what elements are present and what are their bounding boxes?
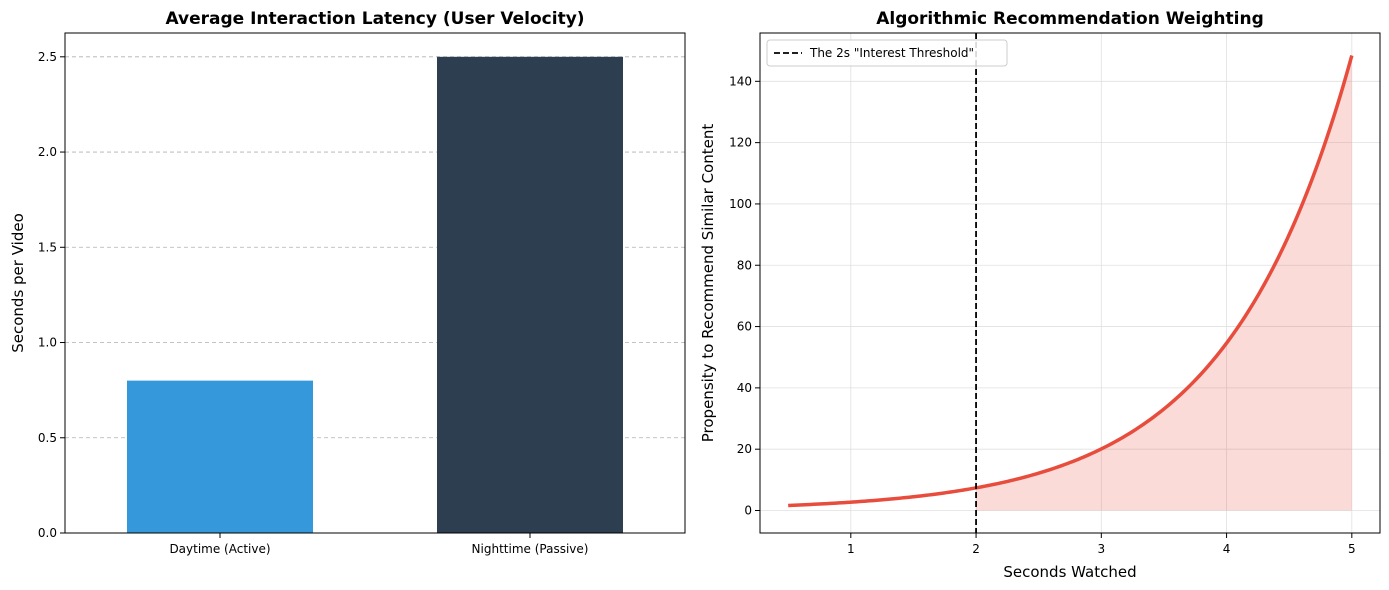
- legend: The 2s "Interest Threshold": [766, 39, 1008, 67]
- recommendation-line-chart: 0 20 40 60 80 100 120 140 1 2 3 4 5 The 2s "Interes…: [699, 9, 1381, 581]
- right-y-tick-label: 140: [729, 74, 752, 88]
- left-x-ticks: Daytime (Active) Nighttime (Passive): [169, 533, 588, 556]
- right-x-tick-label: 3: [1097, 542, 1105, 556]
- right-y-tick-label: 100: [729, 197, 752, 211]
- right-y-tick-label: 0: [744, 503, 752, 517]
- right-y-tick-label: 80: [737, 258, 752, 272]
- right-y-tick-label: 120: [729, 136, 752, 150]
- left-y-tick-label: 2.0: [38, 145, 57, 159]
- left-chart-title: Average Interaction Latency (User Veloci…: [165, 9, 584, 29]
- left-y-axis-label: Seconds per Video: [9, 213, 27, 353]
- right-x-tick-label: 4: [1223, 542, 1231, 556]
- latency-bar-chart: 0.0 0.5 1.0 1.5 2.0 2.5 Daytime (Active) Night…: [9, 9, 686, 556]
- right-gridlines: [760, 33, 1380, 533]
- bar-1: [437, 56, 623, 534]
- left-y-tick-label: 0.5: [38, 431, 57, 445]
- left-y-tick-label: 2.5: [38, 50, 57, 64]
- bar-0: [127, 380, 313, 533]
- left-plot-frame: [64, 32, 686, 534]
- right-plot-frame: [759, 32, 1381, 534]
- right-chart-title: Algorithmic Recommendation Weighting: [876, 9, 1264, 29]
- latency-bars: [127, 56, 623, 534]
- interest-fill-area: [976, 55, 1352, 511]
- propensity-curve: [788, 55, 1354, 508]
- right-x-tick-label: 5: [1348, 542, 1356, 556]
- left-y-tick-label: 1.0: [38, 336, 57, 350]
- left-y-tick-label: 1.5: [38, 240, 57, 254]
- right-y-axis-label: Propensity to Recommend Similar Content: [699, 124, 717, 443]
- left-y-tick-label: 0.0: [38, 526, 57, 540]
- right-x-ticks: 1 2 3 4 5: [847, 533, 1356, 556]
- right-y-tick-label: 20: [737, 442, 752, 456]
- right-y-ticks: 0 20 40 60 80 100 120 140: [729, 74, 760, 517]
- legend-box: [766, 39, 1008, 67]
- right-x-tick-label: 2: [972, 542, 980, 556]
- right-x-tick-label: 1: [847, 542, 855, 556]
- right-y-tick-label: 60: [737, 320, 752, 334]
- left-y-ticks: 0.0 0.5 1.0 1.5 2.0 2.5: [38, 50, 65, 540]
- right-y-tick-label: 40: [737, 381, 752, 395]
- left-x-tick-label: Nighttime (Passive): [472, 542, 589, 556]
- right-x-axis-label: Seconds Watched: [1003, 563, 1136, 581]
- left-x-tick-label: Daytime (Active): [169, 542, 270, 556]
- legend-threshold-label: The 2s "Interest Threshold": [809, 46, 974, 60]
